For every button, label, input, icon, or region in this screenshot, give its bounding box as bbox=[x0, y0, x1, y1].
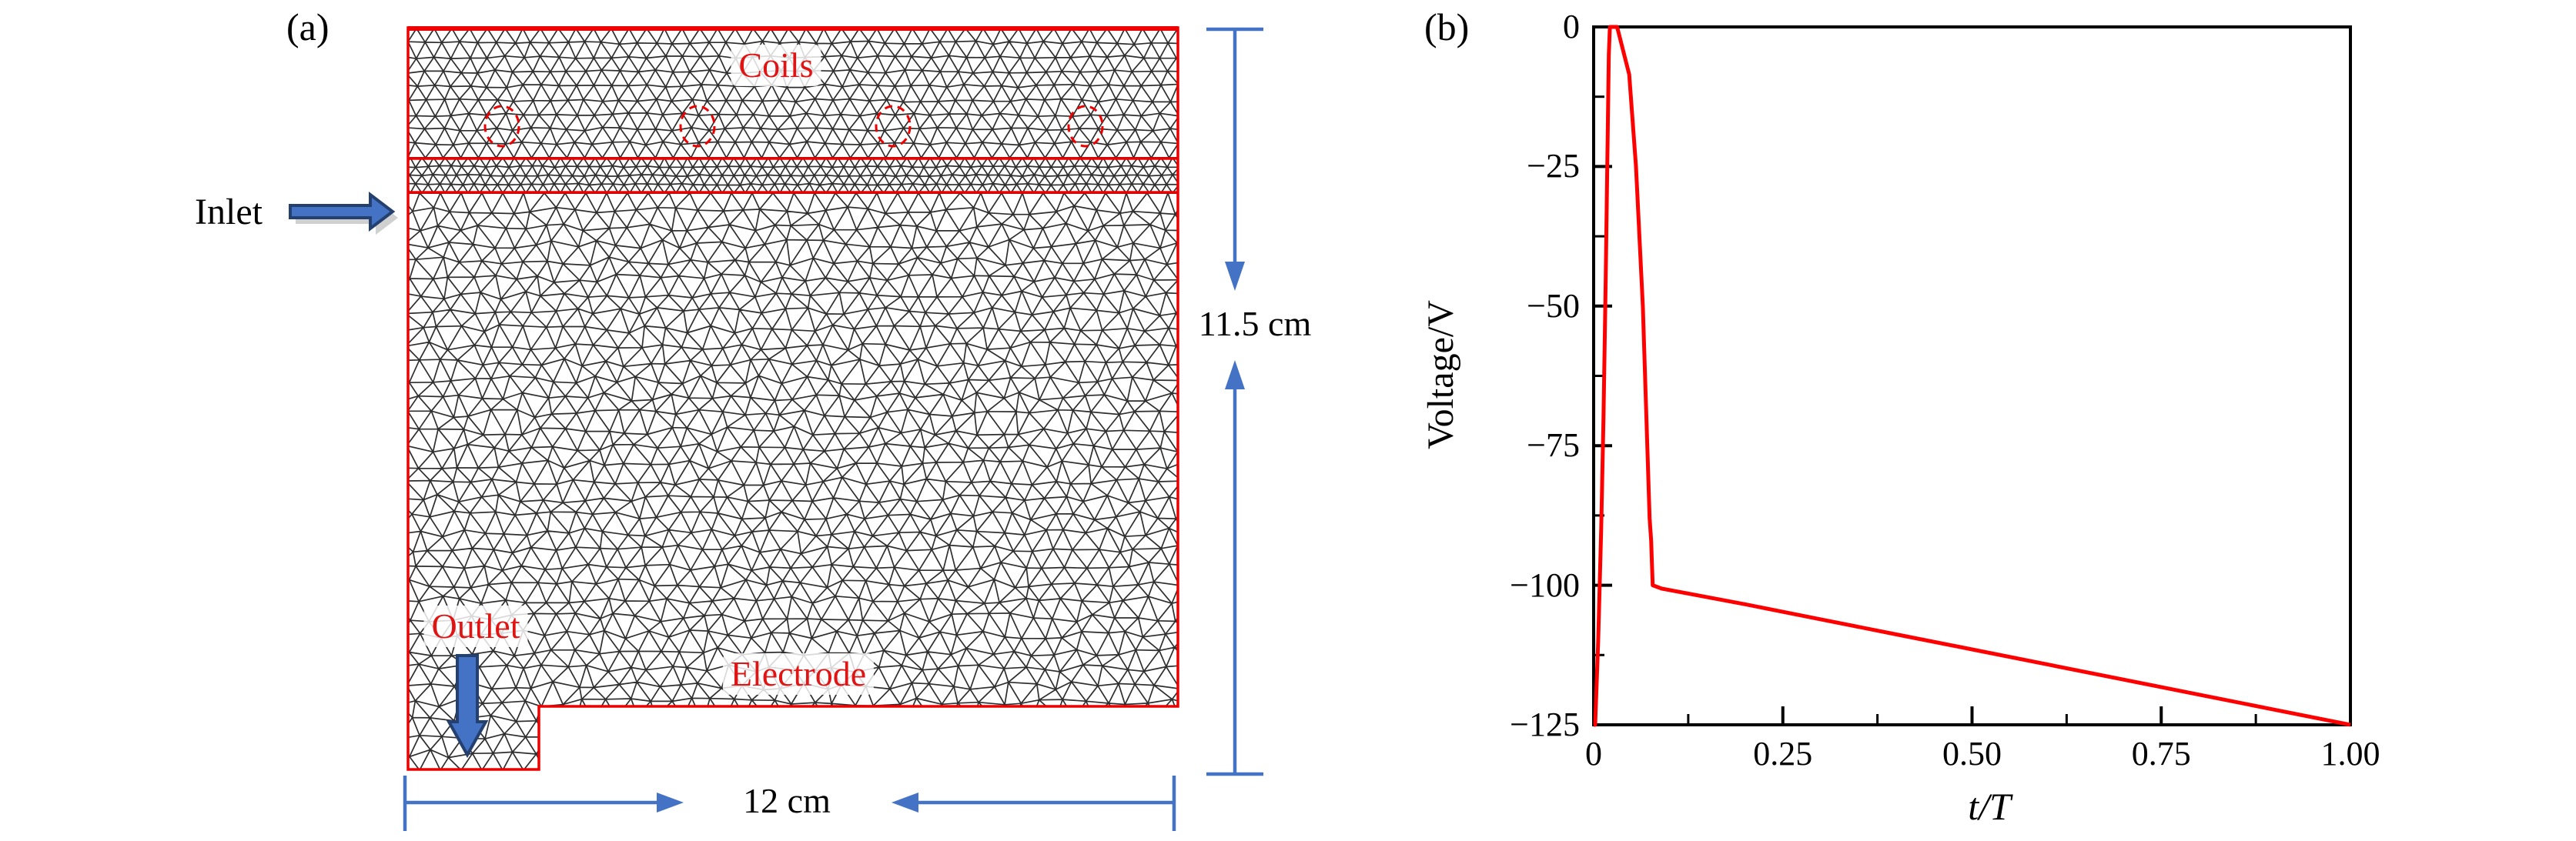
x-tick-label: 0 bbox=[1585, 735, 1602, 773]
coil-ellipses bbox=[483, 105, 1104, 148]
panel-b-label: (b) bbox=[1424, 5, 1470, 48]
dim-arrow-up-icon bbox=[1225, 360, 1245, 389]
height-dimension-label: 11.5 cm bbox=[1198, 304, 1312, 343]
y-tick-label: −100 bbox=[1510, 566, 1580, 604]
y-tick-label: −50 bbox=[1527, 286, 1580, 325]
dim-arrow-down-icon bbox=[1225, 262, 1245, 291]
x-tick-label: 0.75 bbox=[2131, 735, 2191, 773]
dim-arrow-left-icon bbox=[892, 793, 918, 813]
x-tick-label: 0.25 bbox=[1753, 735, 1813, 773]
y-tick-label: −25 bbox=[1527, 147, 1580, 185]
dim-arrow-right-icon bbox=[657, 793, 684, 813]
panel-a-label: (a) bbox=[286, 5, 330, 48]
mesh-lines bbox=[408, 157, 1178, 194]
width-dimension bbox=[403, 776, 1176, 831]
coil-ellipse bbox=[1067, 105, 1104, 148]
y-tick-label: −75 bbox=[1527, 426, 1580, 465]
y-tick-label: −125 bbox=[1510, 706, 1580, 743]
outlet-arrow-icon bbox=[446, 654, 489, 759]
inlet-arrow-icon bbox=[289, 191, 398, 235]
x-axis-label: t/T bbox=[1968, 785, 2011, 828]
voltage-chart bbox=[1592, 25, 2352, 727]
coils-label: Coils bbox=[731, 45, 821, 86]
outlet-label: Outlet bbox=[423, 606, 528, 647]
height-dimension bbox=[1206, 27, 1263, 776]
plot-frame bbox=[1592, 25, 2352, 726]
y-tick-label: 0 bbox=[1563, 8, 1580, 45]
x-tick-label: 0.50 bbox=[1942, 735, 2002, 773]
coil-ellipse bbox=[875, 105, 912, 148]
electrode-label: Electrode bbox=[722, 653, 875, 695]
voltage-curve bbox=[1593, 25, 2351, 727]
inlet-label: Inlet bbox=[195, 192, 263, 232]
axis-ticks bbox=[1592, 25, 2352, 726]
coil-ellipse bbox=[483, 105, 520, 148]
width-dimension-label: 12 cm bbox=[743, 781, 831, 820]
mesh-lines bbox=[408, 28, 1178, 159]
y-axis-label: Voltage/V bbox=[1420, 300, 1461, 449]
mesh-domain bbox=[289, 26, 1263, 831]
coil-ellipse bbox=[679, 105, 716, 148]
x-tick-label: 1.00 bbox=[2320, 735, 2380, 773]
